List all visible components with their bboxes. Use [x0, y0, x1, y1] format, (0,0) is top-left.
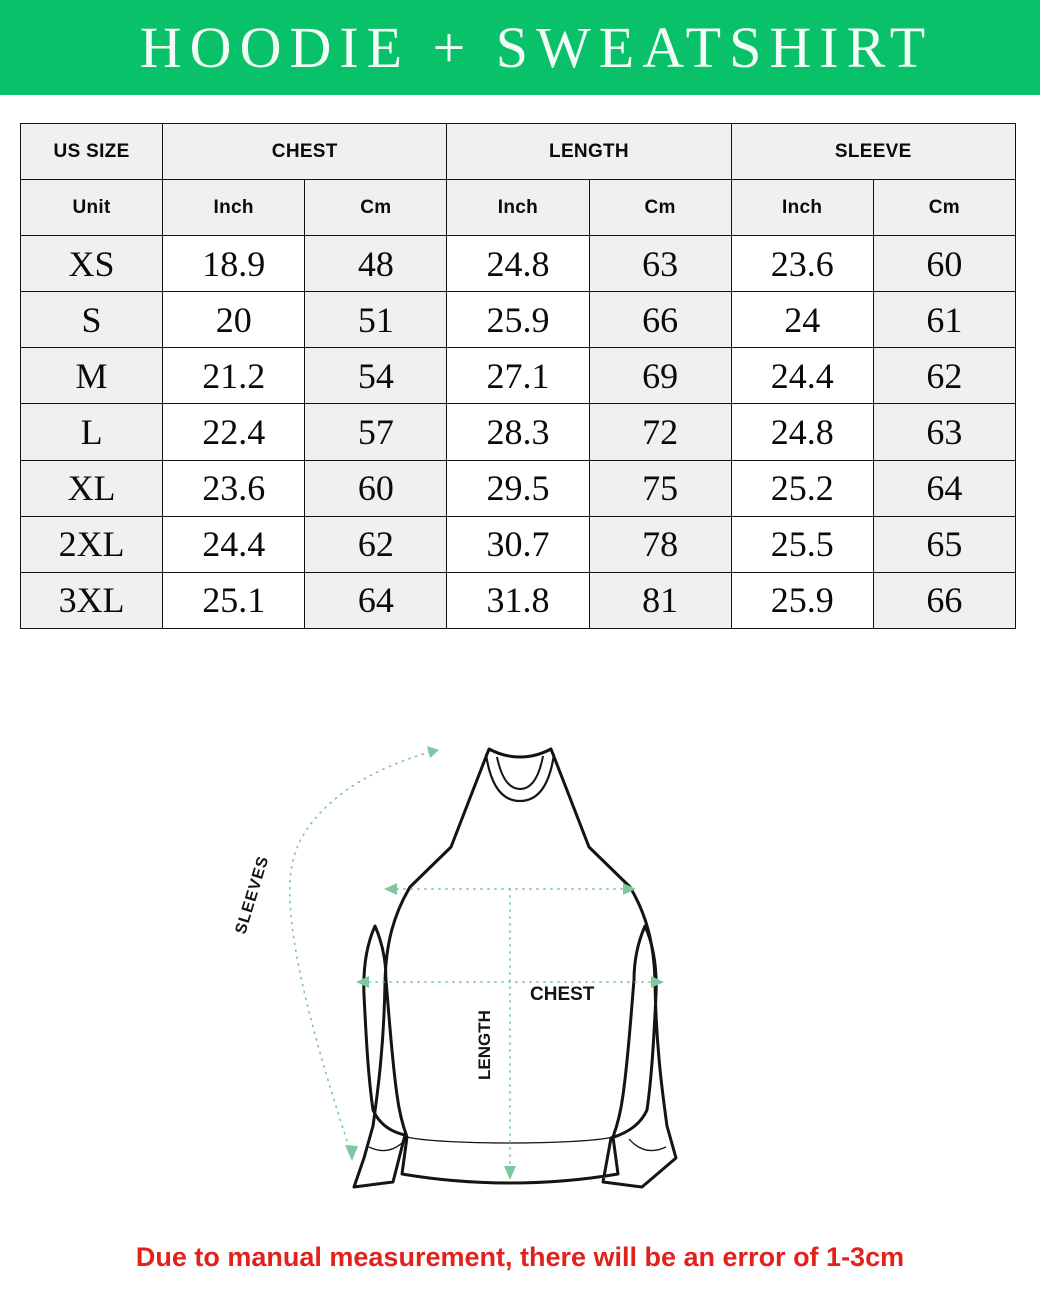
svg-text:SLEEVES: SLEEVES: [233, 854, 273, 936]
svg-text:LENGTH: LENGTH: [475, 1010, 494, 1080]
svg-text:CHEST: CHEST: [530, 984, 595, 1005]
